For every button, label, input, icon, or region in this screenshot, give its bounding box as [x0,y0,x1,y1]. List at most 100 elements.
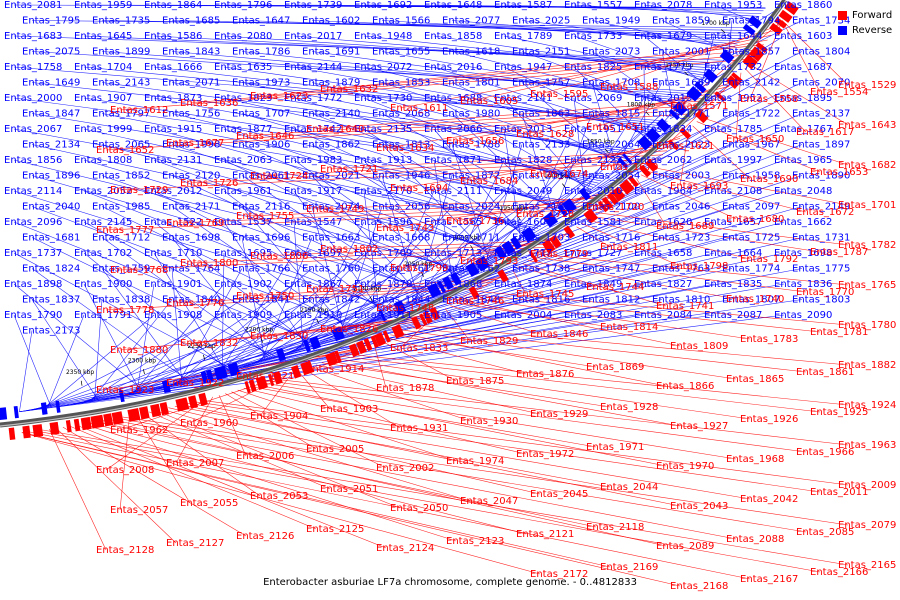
label-leader [363,190,381,317]
gene-label: Entas_1781 [810,327,868,338]
gene-label: Entas_2122 [564,155,622,166]
ruler-label: 1850 kbp [586,139,614,146]
forward-gene [65,420,72,433]
label-leader [82,299,313,404]
gene-label: Entas_1905 [424,310,482,321]
reverse-gene [521,226,537,243]
label-leader [119,58,753,111]
reverse-gene [378,309,387,322]
gene-label: Entas_2066 [424,124,482,135]
gene-label: Entas_2063 [214,155,272,166]
gene-label: Entas_1632 [320,84,378,95]
label-leader [35,430,821,573]
forward-gene [348,343,360,358]
gene-label: Entas_2084 [634,310,692,321]
reverse-gene [742,23,756,36]
gene-label: Entas_1765 [838,280,896,291]
gene-label: Entas_1648 [424,0,482,11]
label-leader [171,268,183,384]
label-leader [83,221,314,344]
gene-label: Entas_1785 [704,124,762,135]
label-leader [311,113,564,211]
label-leader [303,368,401,429]
gene-label: Entas_2023 [652,140,710,151]
gene-label: Entas_1722 [722,109,780,120]
gene-label: Entas_2049 [494,186,552,197]
label-leader [101,51,695,95]
label-leader [336,206,453,335]
label-leader [329,44,764,90]
label-leader [640,174,737,220]
reverse-gene [645,127,661,144]
label-leader [748,63,849,126]
gene-label: Entas_1875 [446,376,504,387]
gene-label: Entas_1902 [214,279,272,290]
gene-label: Entas_1823 [214,93,272,104]
gene-label: Entas_1813 [372,140,430,151]
gene-label: Entas_2068 [372,109,430,120]
gene-label: Entas_1849 [564,279,622,290]
gene-label: Entas_1793 [460,256,518,267]
label-leader [522,263,667,307]
label-leader [384,337,527,375]
label-leader [101,268,186,383]
label-leader [537,253,849,286]
gene-label: Entas_1725 [722,233,780,244]
forward-gene [80,416,92,431]
gene-label: Entas_1959 [74,0,132,11]
gene-label: Entas_1723 [652,233,710,244]
reverse-gene [561,198,577,214]
reverse-gene [747,15,762,29]
gene-label: Entas_1621 [656,141,714,152]
gene-label: Entas_1738 [512,264,570,275]
gene-label: Entas_1741 [656,301,714,312]
label-leader [105,288,482,311]
gene-label: Entas_1703 [512,233,570,244]
gene-label: Entas_1837 [22,295,80,306]
gene-label: Entas_2005 [306,444,364,455]
label-leader [43,314,155,409]
label-leader [595,212,849,246]
label-leader [125,283,365,396]
forward-gene [32,424,44,438]
ruler-tick [369,296,373,302]
legend-forward: Forward [838,8,892,23]
label-leader [323,206,733,340]
gene-label: Entas_2097 [722,202,780,213]
label-leader [455,302,611,328]
label-leader [399,311,440,349]
gene-label: Entas_1670 [600,162,658,173]
gene-label: Entas_1970 [656,461,714,472]
gene-label: Entas_1909 [214,310,272,321]
gene-label: Entas_2165 [838,560,896,571]
gene-label: Entas_2040 [22,202,80,213]
reverse-gene [542,211,559,228]
gene-label: Entas_1602 [302,16,360,27]
gene-label: Entas_1930 [460,416,518,427]
label-leader [189,319,424,344]
gene-label: Entas_2071 [162,78,220,89]
label-leader [503,35,709,79]
gene-label: Entas_1972 [516,449,574,460]
label-leader [69,425,317,530]
gene-label: Entas_1737 [4,248,62,259]
ruler-tick [720,29,726,33]
gene-label: Entas_1846 [530,329,588,340]
gene-label: Entas_1522 [144,217,202,228]
gene-label: Entas_1922 [166,378,224,389]
gene-label: Entas_1997 [704,155,762,166]
label-leader [116,418,807,533]
gene-label: Entas_1867 [284,279,342,290]
label-leader [223,221,307,347]
label-leader [315,279,498,290]
label-leader [129,283,295,395]
gene-label: Entas_1792 [740,254,798,265]
label-leader [13,66,668,122]
gene-label: Entas_1921 [236,371,294,382]
gene-label: Entas_1666 [144,62,202,73]
gene-label: Entas_1653 [810,167,868,178]
label-leader [245,201,610,217]
gene-label: Entas_1814 [600,322,658,333]
label-leader [315,364,541,415]
gene-label: Entas_1778 [96,305,154,316]
